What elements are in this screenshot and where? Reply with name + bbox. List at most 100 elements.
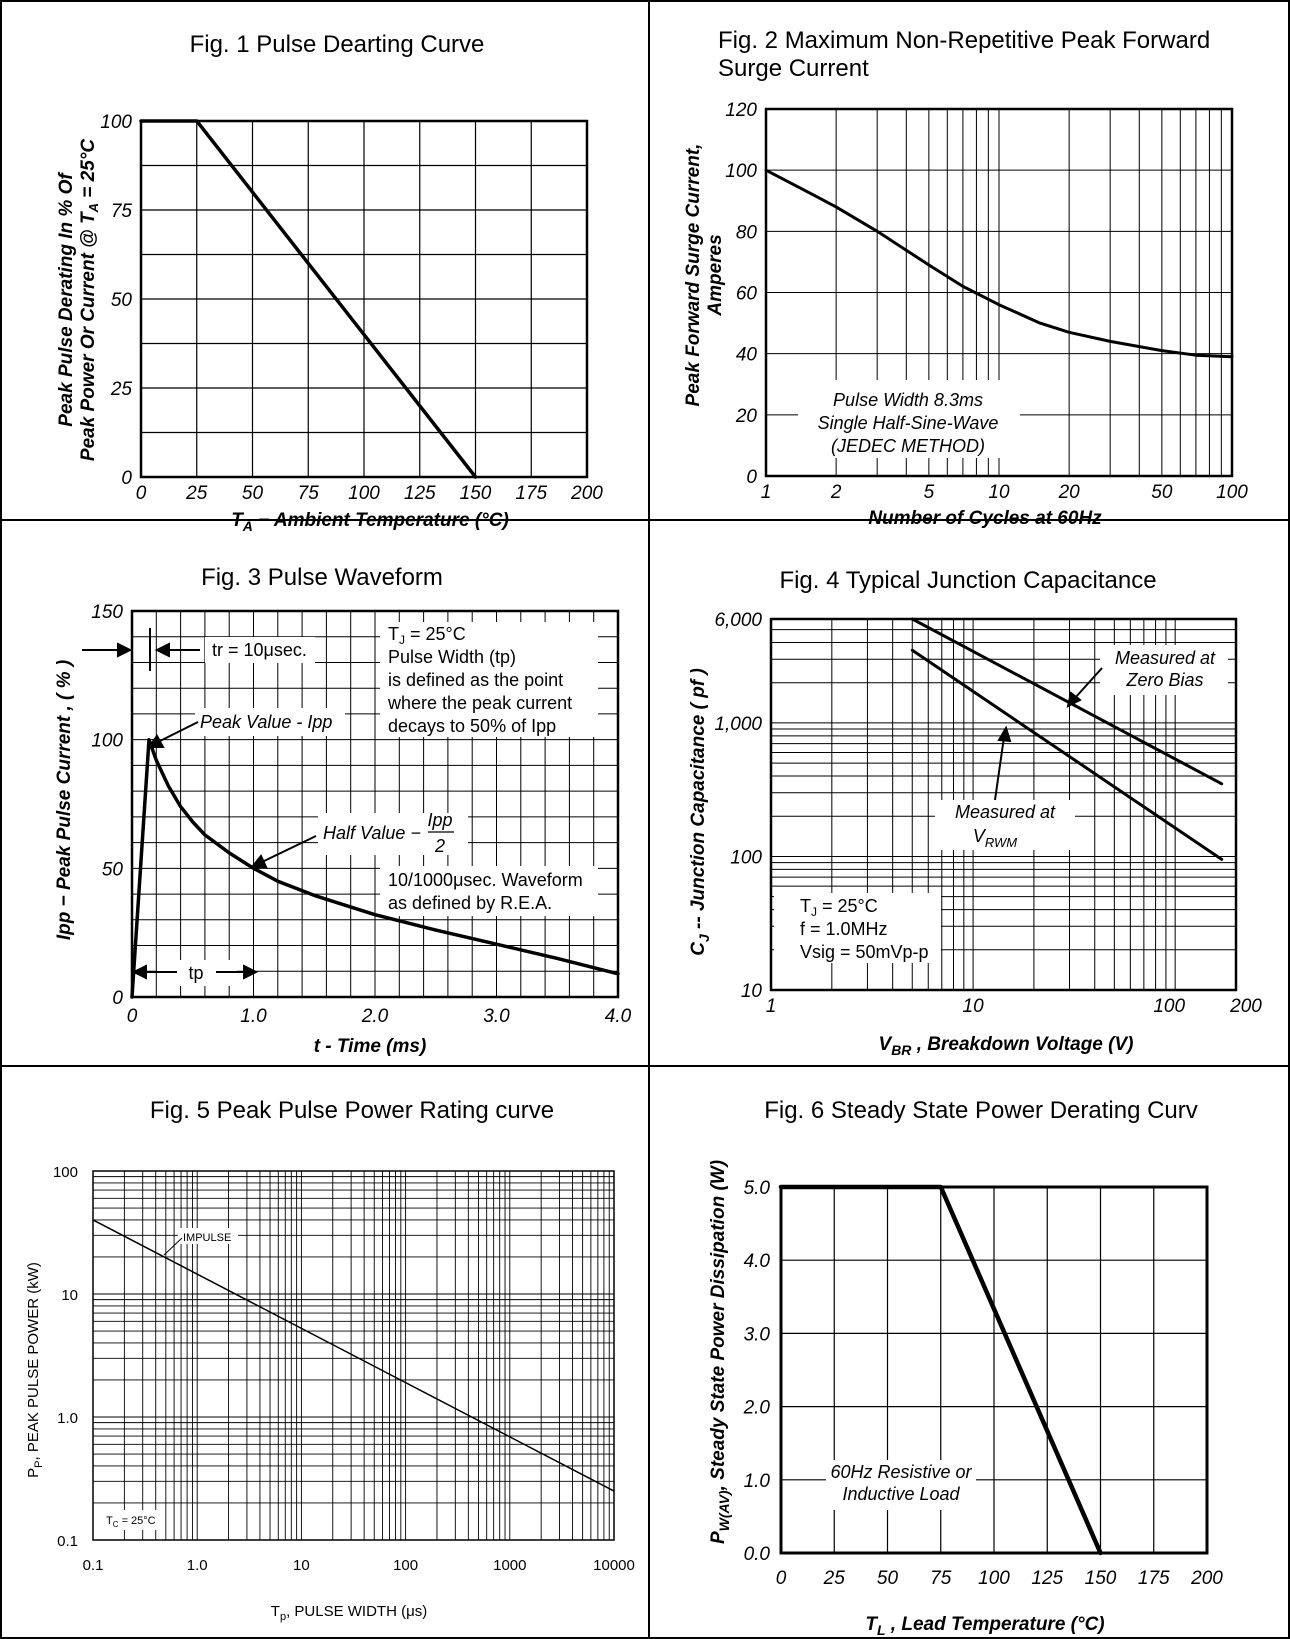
y-tick-label: 10 xyxy=(61,1287,78,1304)
figure-6-series xyxy=(778,1184,1103,1556)
x-tick-label: 2 xyxy=(830,482,842,503)
figure-1-title: Fig. 1 Pulse Dearting Curve xyxy=(190,31,485,58)
figure-3-half-label: Half Value − Ipp 2 xyxy=(323,810,454,856)
y-tick-label: 10 xyxy=(741,981,763,1002)
y-tick-label: 100 xyxy=(91,731,123,752)
y-tick-label: 100 xyxy=(730,847,762,868)
x-tick-label: 50 xyxy=(242,483,264,504)
figure-3: Fig. 3 Pulse Waveform 0 1.0 2.0 3.0 4.0 0 50 10… xyxy=(54,564,632,1057)
plot-frame xyxy=(130,609,620,999)
x-tick-label: 75 xyxy=(930,1568,952,1589)
figure-4-rwm-label: Measured at VRWM xyxy=(955,802,1056,850)
x-tick-label: 10000 xyxy=(593,1557,635,1574)
plot-frame xyxy=(779,1185,1209,1555)
figure-6-x-axis-label: TL , Lead Temperature (°C) xyxy=(865,1614,1104,1638)
svg-text:TJ = 25°C: TJ = 25°C xyxy=(388,624,466,647)
figure-3-wave-line1: 10/1000μsec. Waveform xyxy=(388,870,583,890)
power-derating-line xyxy=(778,1184,1103,1556)
figure-6-annotation-2: Inductive Load xyxy=(842,1484,960,1504)
figure-6-annotation-1: 60Hz Resistive or xyxy=(830,1462,972,1482)
figure-5-grid xyxy=(92,1170,615,1541)
figure-2-tick-labels: 1 2 5 10 20 50 100 0 20 40 60 80 100 120 xyxy=(725,100,1248,503)
x-tick-label: 100 xyxy=(348,483,380,504)
x-tick-label: 4.0 xyxy=(605,1006,632,1027)
svg-text:Measured at: Measured at xyxy=(1115,648,1216,668)
y-tick-label: 5.0 xyxy=(744,1178,771,1199)
impulse-line xyxy=(92,1219,615,1492)
x-tick-label: 10 xyxy=(293,1557,310,1574)
x-tick-label: 75 xyxy=(298,483,320,504)
y-tick-label: 75 xyxy=(111,201,133,222)
svg-text:Zero Bias: Zero Bias xyxy=(1125,670,1203,690)
y-tick-label: 60 xyxy=(736,284,758,305)
figure-5-series xyxy=(92,1219,615,1492)
x-tick-label: 150 xyxy=(1085,1568,1117,1589)
x-tick-label: 0.1 xyxy=(83,1557,104,1574)
y-tick-label: 1,000 xyxy=(714,714,762,735)
svg-text:TJ = 25°C: TJ = 25°C xyxy=(800,896,878,919)
x-tick-label: 2.0 xyxy=(361,1006,389,1027)
y-tick-label: 100 xyxy=(725,161,757,182)
figure-3-tr-markers xyxy=(82,628,200,671)
figure-5-impulse-label: IMPULSE xyxy=(183,1232,231,1244)
x-tick-label: 125 xyxy=(404,483,436,504)
y-tick-label: 0.0 xyxy=(744,1544,771,1565)
svg-text:Half Value −: Half Value − xyxy=(323,823,421,843)
figure-6-tick-labels: 0 25 50 75 100 125 150 175 200 0.0 1.0 2.0 3.0 4.0 5.0 xyxy=(743,1178,1224,1589)
svg-text:Amperes: Amperes xyxy=(705,234,726,316)
x-tick-label: 10 xyxy=(963,996,985,1017)
y-tick-label: 25 xyxy=(110,379,133,400)
x-tick-label: 1 xyxy=(766,996,777,1017)
svg-text:VRWM: VRWM xyxy=(973,826,1017,850)
figure-2-annotation-1: Pulse Width 8.3ms xyxy=(833,390,983,410)
figure-6: Fig. 6 Steady State Power Derating Curv … xyxy=(708,1097,1223,1638)
y-tick-label: 4.0 xyxy=(744,1251,771,1272)
svg-text:Peak Power Or Current @ TA = 2: Peak Power Or Current @ TA = 25°C xyxy=(78,139,101,461)
figure-3-series xyxy=(130,737,620,999)
figure-4: Fig. 4 Typical Junction Capacitance 1 10 1… xyxy=(688,567,1262,1058)
y-tick-label: 100 xyxy=(53,1164,78,1181)
x-tick-label: 125 xyxy=(1031,1568,1063,1589)
y-tick-label: 80 xyxy=(736,222,758,243)
x-tick-label: 5 xyxy=(924,482,935,503)
figure-5-tc-label: TC = 25°C xyxy=(106,1515,156,1529)
y-tick-label: 3.0 xyxy=(744,1324,771,1345)
figure-5-y-axis-label: PP, PEAK PULSE POWER (kW) xyxy=(25,1262,45,1478)
figure-3-conditions: TJ = 25°C Pulse Width (tp) is defined as… xyxy=(387,624,572,736)
x-tick-label: 20 xyxy=(1058,482,1081,503)
figure-3-half-arrow xyxy=(249,835,317,868)
figure-1-series xyxy=(139,119,478,479)
figure-3-y-axis-label: Ipp − Peak Pulse Current , ( % ) xyxy=(54,660,75,940)
y-tick-label: 120 xyxy=(725,100,757,121)
figure-1-grid xyxy=(139,119,589,479)
svg-text:Vsig = 50mVp-p: Vsig = 50mVp-p xyxy=(800,942,929,962)
figure-2-title-line2: Surge Current xyxy=(718,55,869,82)
plot-frame xyxy=(769,617,1238,992)
x-tick-label: 1.0 xyxy=(187,1557,208,1574)
figure-3-tp-marker xyxy=(131,964,259,980)
x-tick-label: 3.0 xyxy=(483,1006,510,1027)
x-tick-label: 100 xyxy=(978,1568,1010,1589)
y-tick-label: 0 xyxy=(121,468,132,489)
y-tick-label: 40 xyxy=(736,345,758,366)
figure-3-grid xyxy=(130,609,620,999)
figure-1-tick-labels: 0 25 50 75 100 125 150 175 200 0 25 50 75 100 xyxy=(100,112,603,504)
x-tick-label: 10 xyxy=(988,482,1010,503)
y-tick-label: 20 xyxy=(735,406,758,427)
figure-5-tick-labels: 0.1 1.0 10 100 1000 10000 0.1 1.0 10 100 xyxy=(53,1164,635,1574)
svg-text:Peak Forward Surge Current,: Peak Forward Surge Current, xyxy=(683,144,704,407)
figure-6-y-axis-label: PW(AV), Steady State Power Dissipation (… xyxy=(708,1160,732,1544)
figure-3-title: Fig. 3 Pulse Waveform xyxy=(201,564,443,591)
x-tick-label: 200 xyxy=(570,483,603,504)
figure-2-title-line1: Fig. 2 Maximum Non-Repetitive Peak Forwa… xyxy=(718,27,1210,54)
svg-text:Measured at: Measured at xyxy=(955,802,1056,822)
x-tick-label: 1000 xyxy=(493,1557,526,1574)
figure-1-y-axis-label: Peak Pulse Derating In % Of Peak Power O… xyxy=(56,139,101,461)
figure-3-peak-arrow xyxy=(147,721,199,748)
figure-4-y-axis-label: CJ -- Junction Capacitance ( pf ) xyxy=(688,668,712,956)
figure-3-tp-label: tp xyxy=(188,963,203,983)
figure-2-x-axis-label: Number of Cycles at 60Hz xyxy=(868,508,1102,529)
y-tick-label: 50 xyxy=(102,859,124,880)
